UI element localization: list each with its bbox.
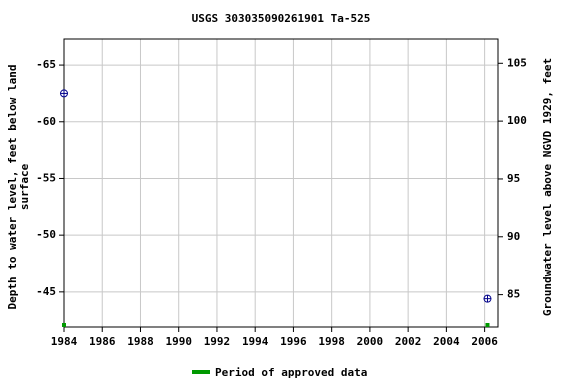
approved-period [62, 323, 66, 327]
y-axis-label: surface [18, 163, 31, 210]
x-tick-label: 2004 [433, 335, 460, 348]
x-tick-label: 2006 [471, 335, 498, 348]
y-axis-label: Depth to water level, feet below land [6, 64, 19, 309]
x-tick-label: 1986 [89, 335, 116, 348]
x-tick-label: 1990 [165, 335, 192, 348]
x-tick-label: 1996 [280, 335, 307, 348]
approved-period [485, 323, 490, 327]
y2-axis-label: Groundwater level above NGVD 1929, feet [541, 58, 554, 316]
y2-tick-label: 85 [507, 288, 520, 301]
x-tick-label: 1992 [204, 335, 231, 348]
y-tick-label: -60 [36, 115, 56, 128]
legend-label: Period of approved data [215, 366, 367, 379]
y-tick-label: -50 [36, 228, 56, 241]
y2-tick-label: 105 [507, 56, 527, 69]
x-tick-label: 1998 [318, 335, 345, 348]
x-tick-label: 2000 [357, 335, 384, 348]
x-tick-label: 1984 [51, 335, 78, 348]
y-tick-label: -55 [36, 171, 56, 184]
y2-tick-label: 100 [507, 114, 527, 127]
x-tick-label: 2002 [395, 335, 422, 348]
plot-frame [63, 38, 499, 328]
y2-tick-label: 90 [507, 230, 520, 243]
x-tick-label: 1988 [127, 335, 154, 348]
y-tick-label: -65 [36, 58, 56, 71]
y-tick-label: -45 [36, 285, 56, 298]
y2-tick-label: 95 [507, 172, 520, 185]
x-tick-label: 1994 [242, 335, 269, 348]
chart-title: USGS 303035090261901 Ta-525 [192, 12, 371, 25]
